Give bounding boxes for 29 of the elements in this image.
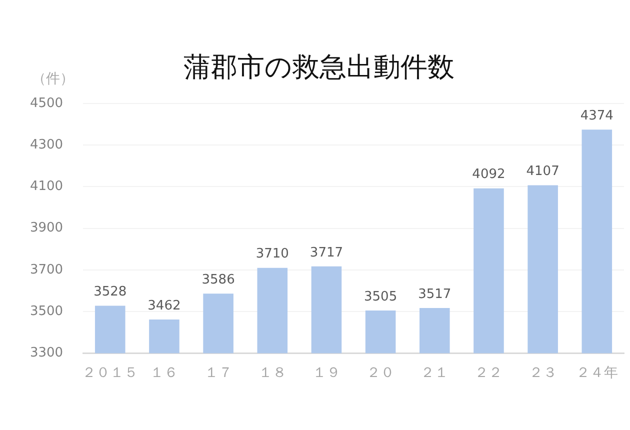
y-tick-label: 4100 (30, 179, 64, 194)
y-tick-label: 3700 (30, 262, 64, 278)
y-tick-label: 3300 (30, 346, 64, 361)
data-label: 3528 (94, 284, 127, 300)
y-tick-label: 4500 (30, 96, 64, 111)
x-tick-label: ２４年 (576, 365, 618, 382)
x-tick-label: １８ (258, 365, 286, 382)
x-tick-label: １６ (150, 365, 178, 382)
data-label: 4107 (526, 164, 560, 180)
data-label: 4092 (472, 167, 506, 182)
x-tick-label: ２０ (366, 365, 395, 382)
x-tick-label: １７ (204, 365, 232, 382)
x-tick-label: ２１ (420, 365, 449, 382)
data-label: 3462 (148, 298, 181, 314)
data-label: 3505 (364, 289, 398, 304)
data-label: 3586 (202, 272, 235, 288)
data-label: 4374 (580, 108, 614, 124)
y-tick-label: 3900 (30, 220, 64, 236)
y-axis-title: （件） (32, 71, 74, 88)
y-tick-label: 4300 (30, 137, 64, 152)
chart-title: 蒲郡市の救急出動件数 (184, 52, 454, 84)
x-tick-label: ２３ (528, 365, 557, 382)
x-tick-label: １９ (312, 365, 340, 382)
data-label: 3717 (310, 245, 344, 260)
data-label: 3517 (418, 286, 452, 302)
data-label: 3710 (256, 246, 289, 262)
y-tick-label: 3500 (30, 304, 64, 319)
x-tick-label: ２２ (474, 365, 503, 382)
x-tick-label: ２０１５ (82, 365, 138, 382)
